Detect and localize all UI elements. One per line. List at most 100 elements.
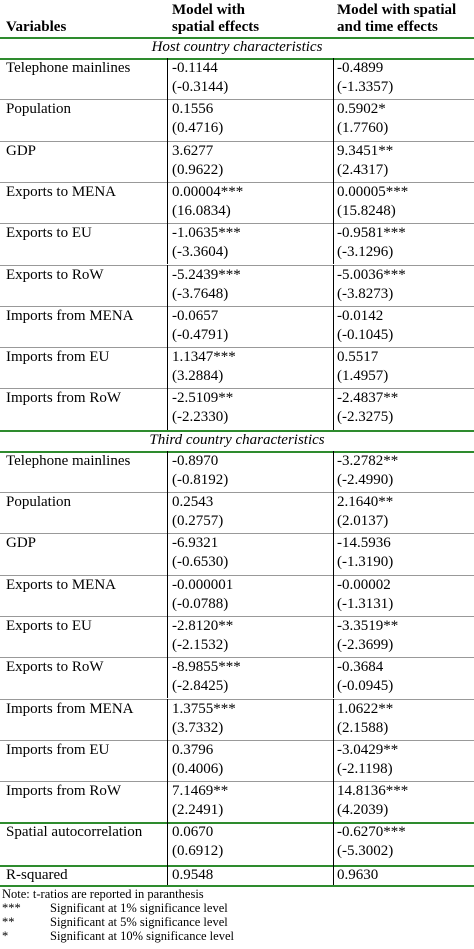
cell-value: -5.2439*** (172, 266, 241, 283)
column-rule (333, 140, 334, 182)
rule (0, 698, 474, 700)
column-rule (167, 450, 168, 492)
cell-value: 9.3451** (337, 142, 394, 159)
cell-value: -0.0657 (172, 307, 219, 324)
cell-value: 0.00005*** (337, 183, 409, 200)
cell-value: (2.2491) (172, 802, 224, 819)
row-label: GDP (6, 535, 37, 552)
cell-value: 0.00004*** (172, 183, 244, 200)
cell-value: -0.4899 (337, 60, 384, 76)
section-title: Host country characteristics (151, 39, 323, 55)
cell-value: (15.8248) (337, 202, 396, 219)
cell-value: (-2.3699) (337, 636, 394, 653)
cell-value: -14.5936 (337, 535, 391, 552)
column-rule (333, 615, 334, 658)
note-mark: *** (2, 901, 21, 916)
column-rule (333, 305, 334, 348)
cell-value: -0.000001 (172, 576, 234, 593)
column-rule (167, 264, 168, 306)
cell-value: (-5.3002) (337, 843, 394, 860)
column-rule (167, 492, 168, 534)
cell-value: (-0.4791) (172, 326, 229, 343)
cell-value: (-2.3275) (337, 409, 394, 426)
cell-value: -3.0429** (337, 741, 399, 758)
cell-value: -0.1144 (172, 60, 218, 76)
cell-value: (0.9622) (172, 161, 224, 178)
rule (0, 739, 474, 741)
cell-value: 0.3796 (172, 741, 214, 758)
cell-value: (-0.0945) (337, 678, 394, 695)
cell-value: (-1.3357) (337, 79, 394, 95)
column-rule (167, 574, 168, 616)
cell-value: (-3.8273) (337, 285, 394, 302)
row-label: Population (6, 494, 72, 510)
row-label: Spatial autocorrelation (6, 824, 143, 841)
rule (0, 140, 474, 142)
cell-value: 2.1640** (337, 494, 394, 510)
cell-value: (-3.3604) (172, 244, 229, 261)
cell-value: (1.4957) (337, 368, 389, 385)
cell-value: (0.4006) (172, 760, 224, 777)
column-rule (333, 865, 334, 886)
cell-value: (0.6912) (172, 843, 224, 860)
row-label: Imports from RoW (6, 390, 121, 407)
column-rule (167, 698, 168, 740)
column-rule (167, 615, 168, 658)
note-mark: ** (2, 915, 15, 930)
rule (0, 615, 474, 617)
rule (0, 347, 474, 349)
column-rule (167, 140, 168, 182)
rule (0, 181, 474, 183)
row-label: GDP (6, 142, 37, 159)
cell-value: 0.5517 (337, 349, 379, 366)
note-text: Significant at 5% significance level (50, 915, 228, 930)
cell-value: 1.3755*** (172, 700, 236, 717)
rule (0, 533, 474, 535)
column-rule (333, 181, 334, 224)
cell-value: 1.0622** (337, 700, 394, 717)
cell-value: 0.2543 (172, 494, 214, 510)
column-rule (333, 223, 334, 265)
cell-value: 0.1556 (172, 101, 214, 118)
rule (0, 58, 474, 60)
note-text: Significant at 10% significance level (50, 929, 234, 944)
column-rule (167, 181, 168, 224)
rule (0, 429, 474, 432)
note: Note: t-ratios are reported in paranthes… (2, 887, 204, 902)
column-rule (167, 781, 168, 823)
cell-value: (-0.6530) (172, 554, 229, 571)
column-rule (167, 58, 168, 100)
row-label: Exports to RoW (6, 266, 104, 283)
row-label: Imports from MENA (6, 307, 134, 324)
header-cell: and time effects (337, 19, 438, 35)
row-label: Exports to EU (6, 617, 92, 634)
note-text: Significant at 1% significance level (50, 901, 228, 916)
row-label: Imports from EU (6, 349, 110, 366)
row-label: Telephone mainlines (6, 452, 131, 469)
column-rule (333, 822, 334, 866)
column-rule (167, 223, 168, 265)
column-rule (167, 657, 168, 699)
cell-value: (2.1588) (337, 719, 389, 736)
rule (0, 865, 474, 868)
column-rule (333, 492, 334, 534)
column-rule (333, 574, 334, 616)
column-rule (333, 264, 334, 306)
column-rule (167, 739, 168, 782)
cell-value: -0.8970 (172, 452, 219, 469)
cell-value: (-2.2330) (172, 409, 229, 426)
column-rule (333, 698, 334, 740)
row-label: Imports from RoW (6, 783, 121, 800)
column-rule (333, 739, 334, 782)
column-rule (333, 58, 334, 100)
header-cell: Model with spatial (337, 2, 457, 18)
cell-value: -0.0142 (337, 307, 384, 324)
rule (0, 99, 474, 101)
cell-value: (0.2757) (172, 513, 224, 529)
cell-value: (4.2039) (337, 802, 389, 819)
cell-value: -8.9855*** (172, 659, 241, 676)
cell-value: (-1.3131) (337, 595, 394, 612)
cell-value: (2.4317) (337, 161, 389, 178)
cell-value: -5.0036*** (337, 266, 406, 283)
